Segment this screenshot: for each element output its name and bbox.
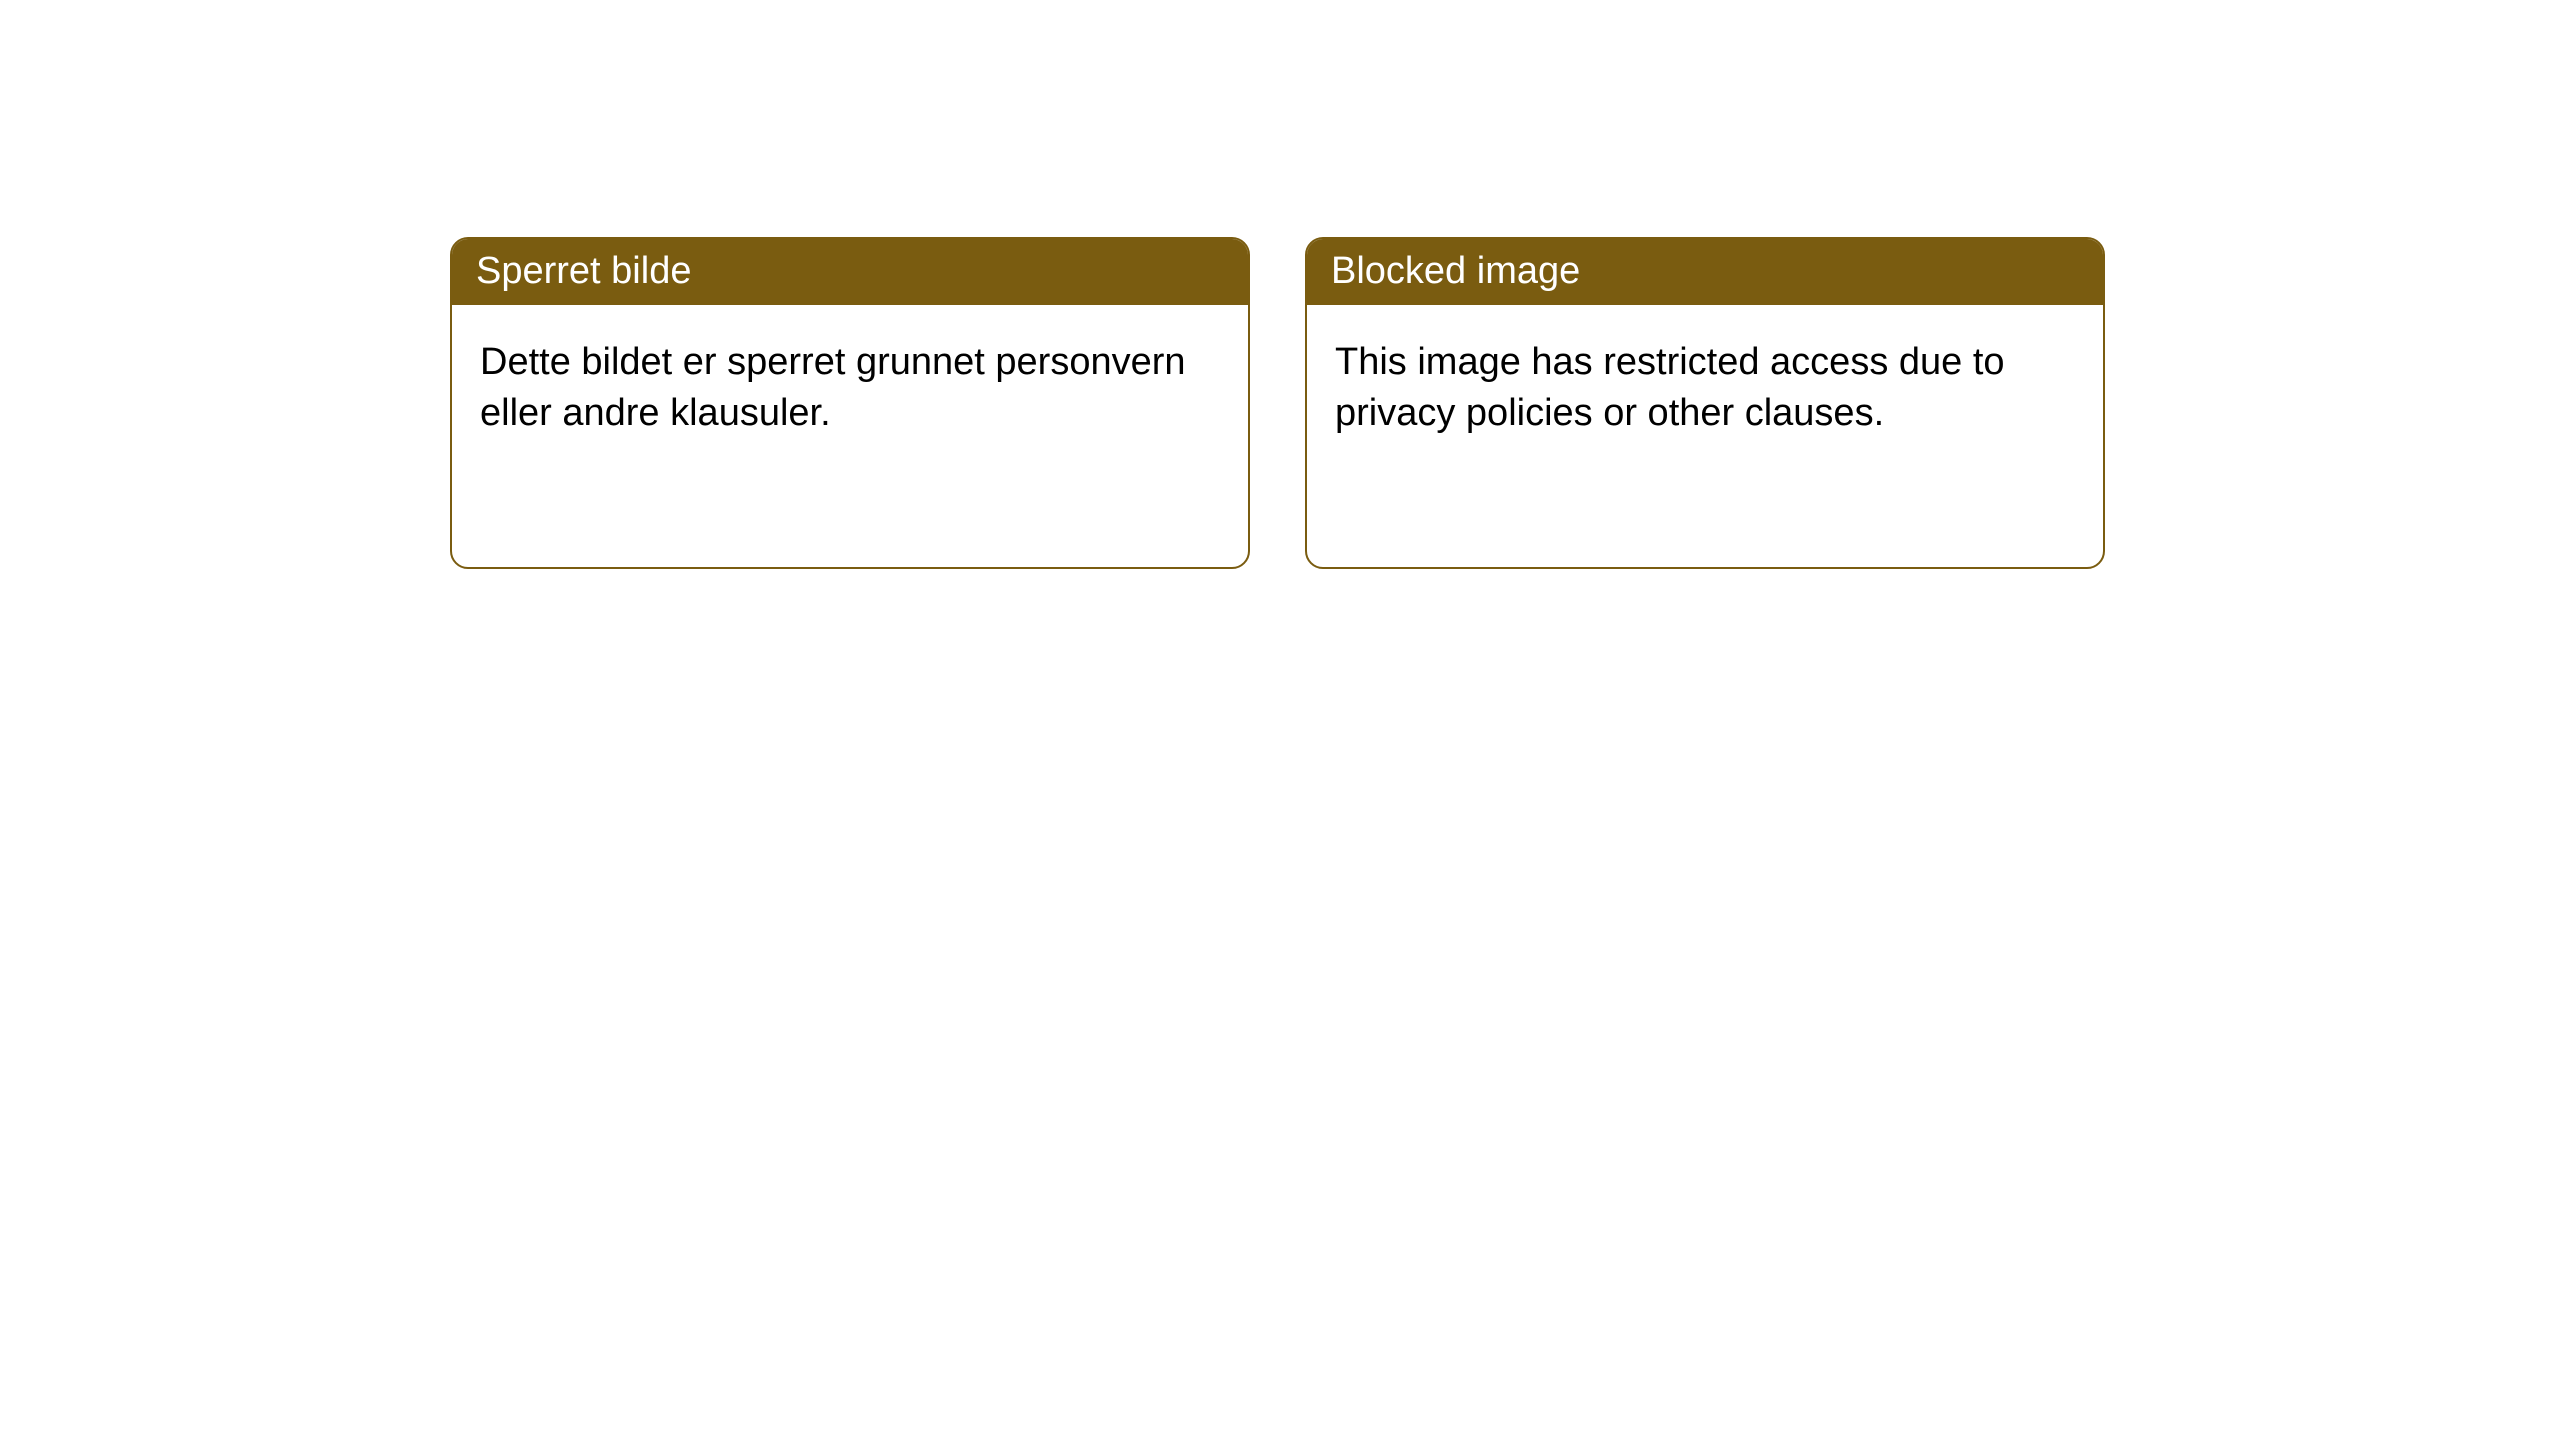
notice-card-english: Blocked image This image has restricted … [1305,237,2105,569]
notice-body-english: This image has restricted access due to … [1307,305,2103,472]
notice-title-norwegian: Sperret bilde [452,239,1248,305]
notice-container: Sperret bilde Dette bildet er sperret gr… [450,237,2105,569]
notice-card-norwegian: Sperret bilde Dette bildet er sperret gr… [450,237,1250,569]
notice-body-norwegian: Dette bildet er sperret grunnet personve… [452,305,1248,472]
notice-title-english: Blocked image [1307,239,2103,305]
